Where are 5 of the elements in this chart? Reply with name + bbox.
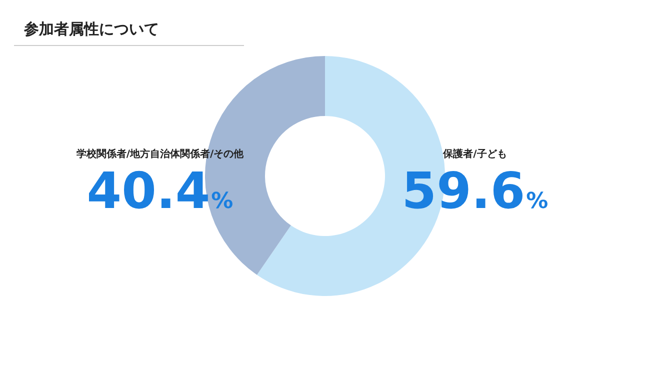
slice-label: 学校関係者/地方自治体関係者/その他 [76, 148, 245, 160]
data-label: 59.6% [402, 162, 548, 220]
data-label: 40.4% [86, 162, 234, 220]
slice-label: 保護者/子ども [442, 148, 507, 160]
chart-title: 参加者属性について [23, 20, 159, 38]
